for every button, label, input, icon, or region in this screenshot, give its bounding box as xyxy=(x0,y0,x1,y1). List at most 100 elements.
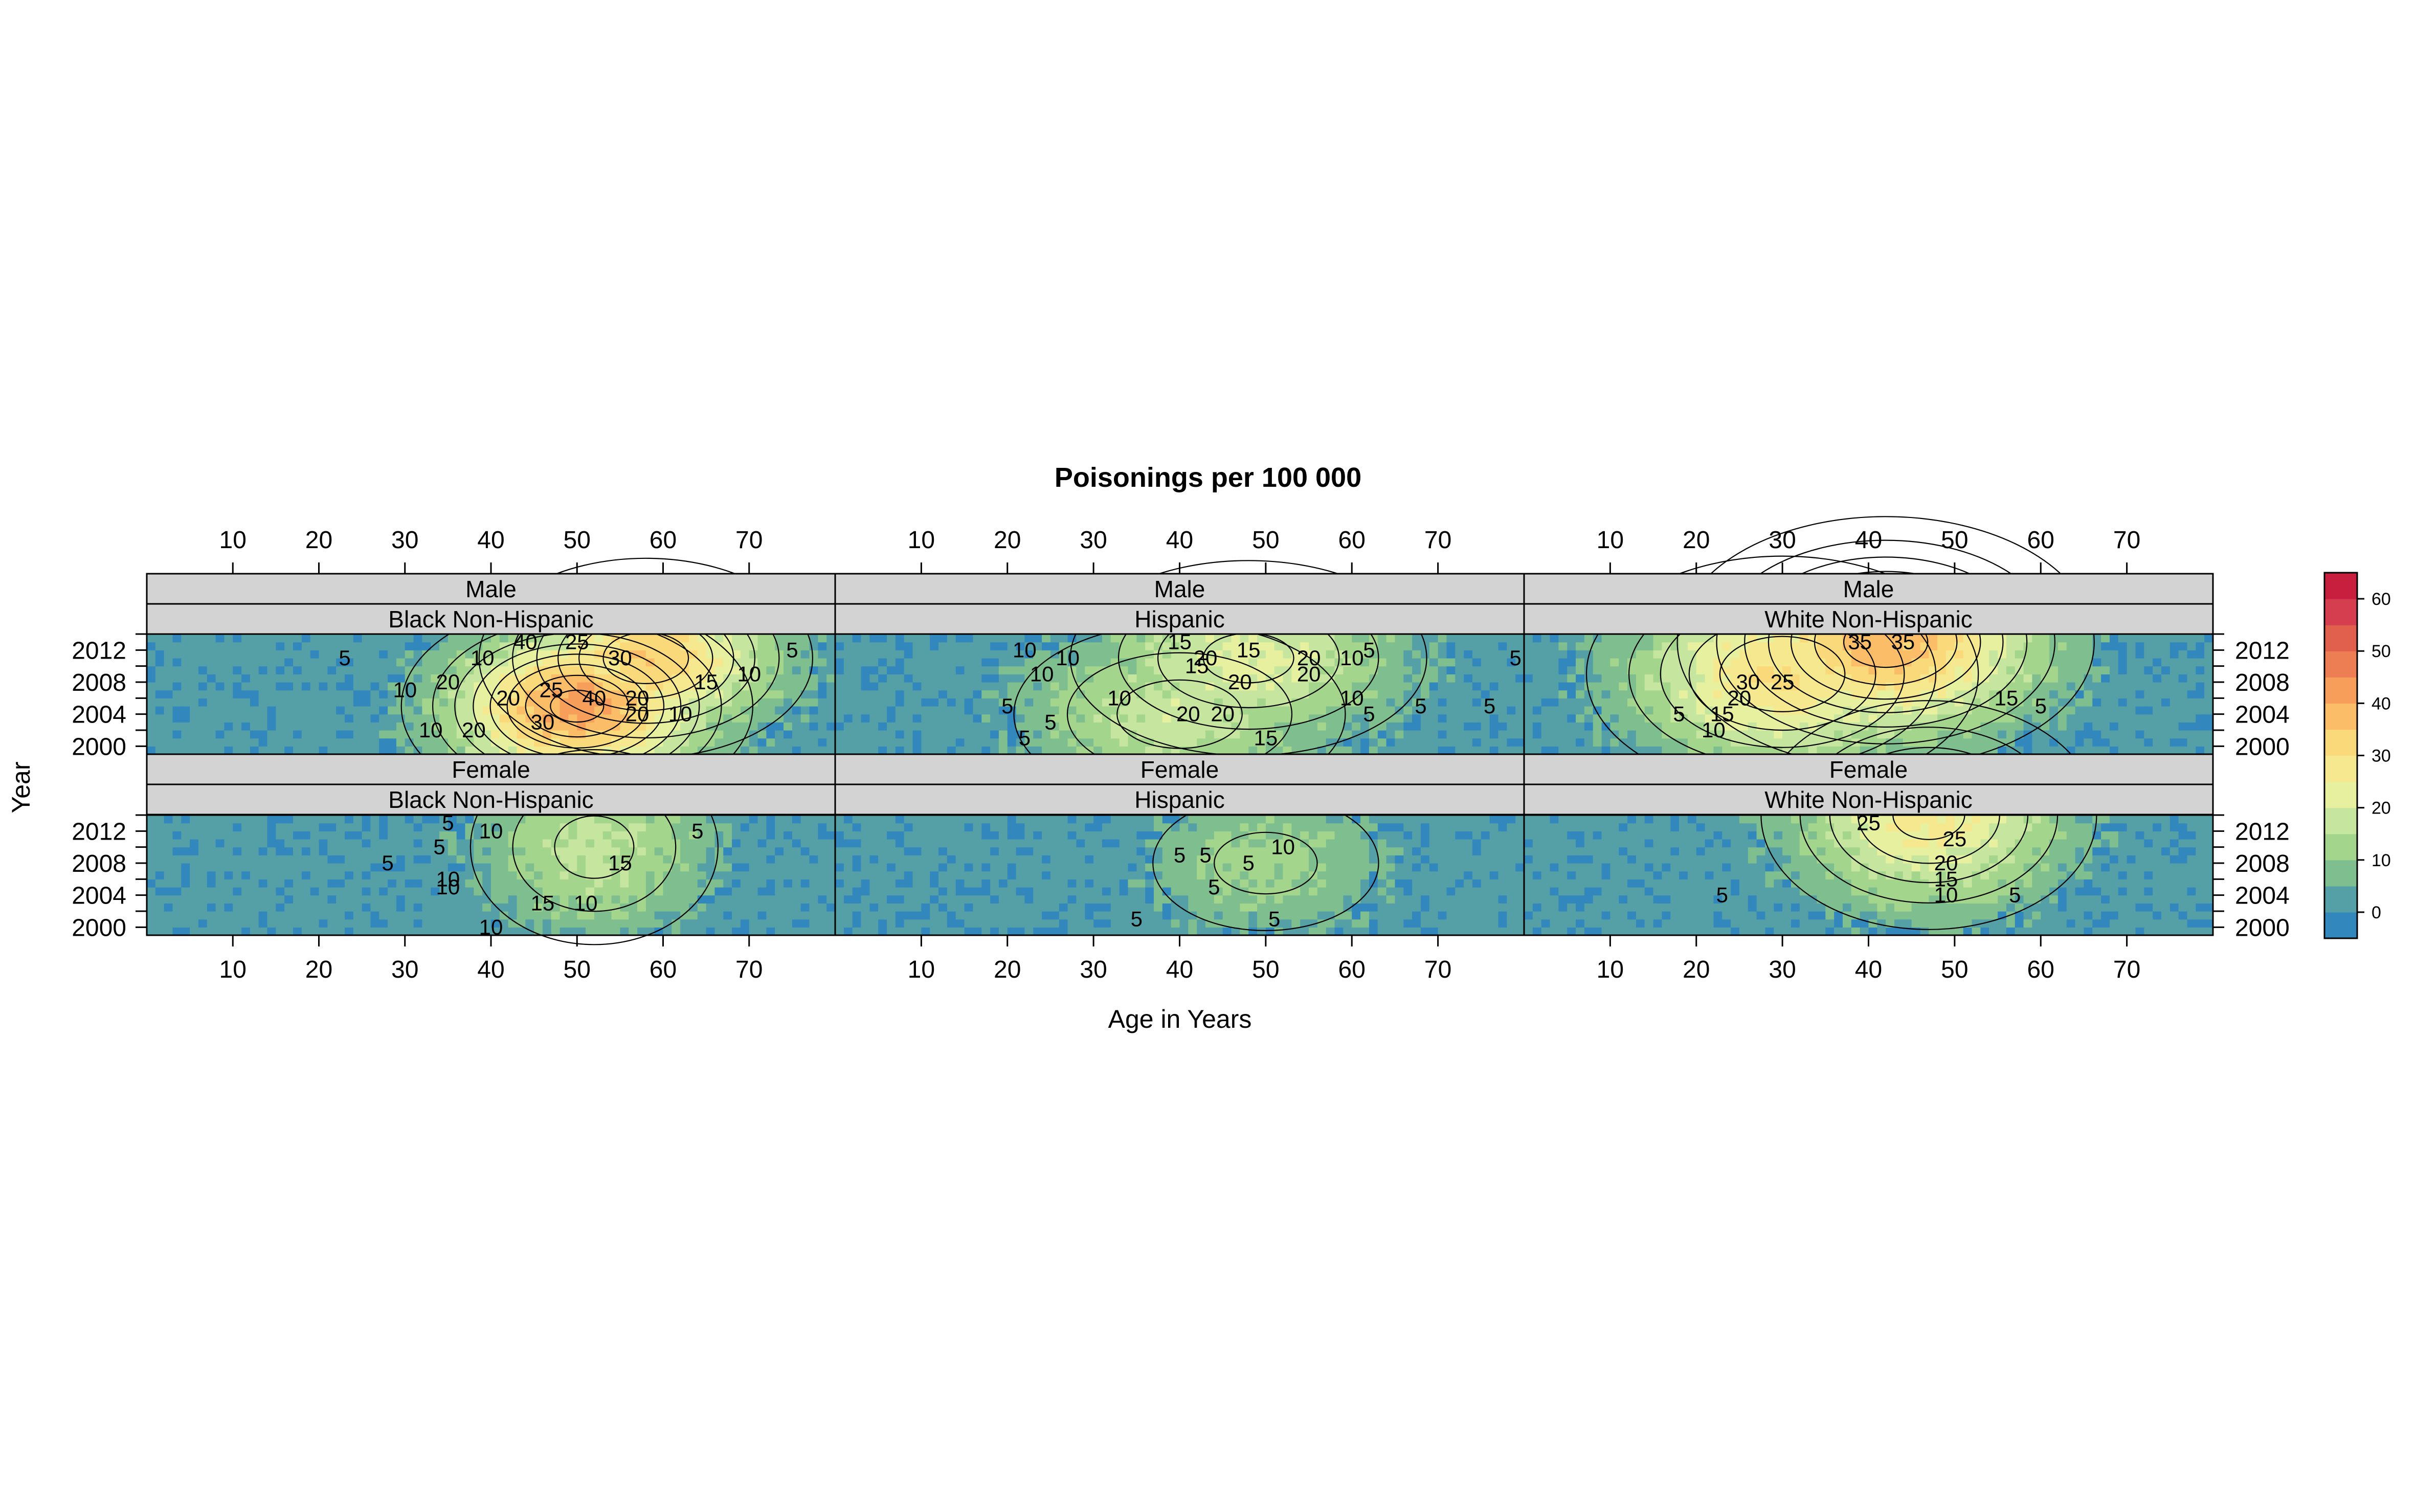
heatmap-cell xyxy=(2109,682,2119,691)
heatmap-cell xyxy=(2084,738,2093,747)
heatmap-cell xyxy=(1464,738,1473,747)
heatmap-cell xyxy=(207,658,216,667)
heatmap-cell xyxy=(1584,722,1594,731)
heatmap-cell xyxy=(336,911,345,920)
heatmap-cell xyxy=(319,879,328,888)
heatmap-cell xyxy=(723,730,732,739)
heatmap-cell xyxy=(1619,690,1628,698)
heatmap-cell xyxy=(1455,722,1464,731)
heatmap-cell xyxy=(981,706,991,715)
heatmap-cell xyxy=(267,658,276,667)
heatmap-cell xyxy=(508,871,518,879)
heatmap-cell xyxy=(1576,642,1585,650)
heatmap-cell xyxy=(293,746,302,755)
heatmap-cell xyxy=(2101,738,2110,747)
heatmap-cell xyxy=(990,642,999,650)
heatmap-cell xyxy=(843,658,853,667)
heatmap-cell xyxy=(241,682,251,691)
heatmap-cell xyxy=(482,642,491,650)
heatmap-cell xyxy=(1954,650,1964,659)
heatmap-cell xyxy=(784,650,793,659)
heatmap-cell xyxy=(1782,738,1792,747)
heatmap-cell xyxy=(1541,666,1551,674)
heatmap-cell xyxy=(1136,674,1146,683)
heatmap-cell xyxy=(1507,698,1516,707)
heatmap-cell xyxy=(2127,642,2136,650)
heatmap-cell xyxy=(258,674,268,683)
heatmap-cell xyxy=(474,746,483,755)
heatmap-cell xyxy=(1481,642,1490,650)
heatmap-cell xyxy=(1472,666,1482,674)
heatmap-cell xyxy=(534,714,543,723)
heatmap-cell xyxy=(1541,658,1551,667)
heatmap-cell xyxy=(1360,674,1370,683)
heatmap-cell xyxy=(310,722,320,731)
heatmap-cell xyxy=(147,738,156,747)
heatmap-cell xyxy=(508,682,518,691)
heatmap-cell xyxy=(1369,746,1378,755)
heatmap-cell xyxy=(353,634,363,643)
heatmap-cell xyxy=(1102,730,1111,739)
heatmap-cell xyxy=(448,927,457,936)
heatmap-cell xyxy=(276,919,285,928)
heatmap-cell xyxy=(336,722,345,731)
heatmap-cell xyxy=(267,903,276,912)
heatmap-cell xyxy=(482,863,491,872)
heatmap-cell xyxy=(594,879,603,888)
heatmap-cell xyxy=(456,903,466,912)
heatmap-cell xyxy=(1412,738,1421,747)
heatmap-cell xyxy=(1696,682,1706,691)
heatmap-cell xyxy=(491,730,500,739)
heatmap-cell xyxy=(431,706,440,715)
heatmap-cell xyxy=(1222,738,1232,747)
heatmap-cell xyxy=(542,879,552,888)
heatmap-cell xyxy=(2023,674,2033,683)
heatmap-cell xyxy=(732,706,741,715)
heatmap-cell xyxy=(1369,730,1378,739)
heatmap-cell xyxy=(887,658,896,667)
heatmap-cell xyxy=(172,730,182,739)
heatmap-cell xyxy=(654,871,664,879)
heatmap-cell xyxy=(2127,730,2136,739)
heatmap-cell xyxy=(1283,650,1292,659)
heatmap-cell xyxy=(1343,674,1352,683)
heatmap-cell xyxy=(629,887,638,896)
heatmap-cell xyxy=(241,879,251,888)
heatmap-cell xyxy=(723,895,732,904)
heatmap-cell xyxy=(147,903,156,912)
heatmap-cell xyxy=(431,738,440,747)
heatmap-cell xyxy=(818,642,827,650)
heatmap-cell xyxy=(233,887,242,896)
heatmap-cell xyxy=(327,698,337,707)
heatmap-cell xyxy=(284,823,294,831)
heatmap-cell xyxy=(852,746,862,755)
heatmap-cell xyxy=(327,730,337,739)
contour-label: 15 xyxy=(1237,638,1261,662)
heatmap-cell xyxy=(379,903,388,912)
heatmap-cell xyxy=(697,847,707,855)
heatmap-cell xyxy=(680,706,689,715)
heatmap-cell xyxy=(542,815,552,824)
heatmap-cell xyxy=(2169,722,2179,731)
heatmap-cell xyxy=(2178,738,2188,747)
heatmap-cell xyxy=(1472,746,1482,755)
heatmap-cell xyxy=(861,847,870,855)
heatmap-cell xyxy=(964,642,973,650)
heatmap-cell xyxy=(2066,722,2076,731)
heatmap-cell xyxy=(1920,714,1929,723)
heatmap-cell xyxy=(190,895,199,904)
heatmap-cell xyxy=(688,919,698,928)
heatmap-cell xyxy=(714,674,724,683)
heatmap-cell xyxy=(1550,642,1559,650)
heatmap-cell xyxy=(620,887,629,896)
heatmap-cell xyxy=(172,682,182,691)
heatmap-cell xyxy=(654,895,664,904)
heatmap-cell xyxy=(1438,650,1447,659)
heatmap-cell xyxy=(224,658,233,667)
heatmap-cell xyxy=(2153,674,2162,683)
heatmap-cell xyxy=(2075,666,2085,674)
heatmap-cell xyxy=(379,690,388,698)
heatmap-cell xyxy=(740,698,750,707)
heatmap-cell xyxy=(2041,658,2050,667)
